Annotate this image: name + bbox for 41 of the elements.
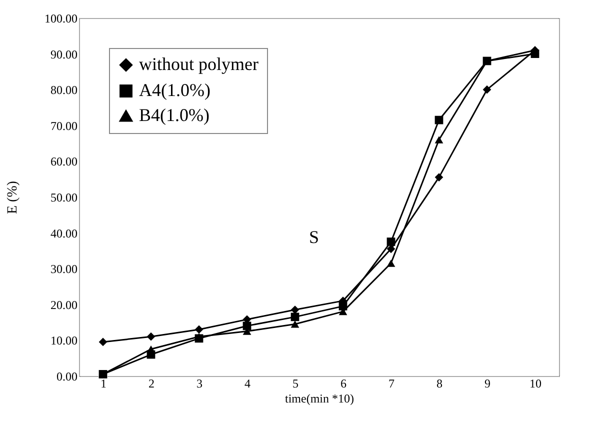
y-tick-label: 0.00	[56, 370, 78, 384]
y-tick-label: 60.00	[50, 154, 78, 169]
point	[194, 325, 204, 334]
point	[290, 312, 300, 322]
legend-label: without polymer	[139, 54, 258, 74]
legend-label: B4(1.0%)	[139, 105, 210, 125]
point	[386, 238, 396, 246]
x-tick-label: 9	[484, 376, 490, 390]
point	[434, 116, 444, 124]
point	[338, 302, 348, 310]
x-axis-title: time(min *10)	[285, 392, 354, 406]
point	[242, 322, 252, 330]
x-tick-label: 5	[292, 376, 298, 390]
point	[386, 244, 396, 254]
x-tick-label: 8	[436, 376, 442, 390]
y-tick-label: 90.00	[50, 47, 78, 62]
x-tick-label: 10	[530, 376, 542, 390]
legend-label: A4(1.0%)	[139, 80, 210, 100]
annotation: S	[308, 227, 320, 247]
point	[434, 136, 444, 144]
x-tick-label: 3	[196, 376, 202, 390]
y-tick-label: 40.00	[50, 226, 78, 240]
y-tick-label: 70.00	[50, 118, 78, 133]
point	[434, 173, 444, 182]
y-tick-label: 20.00	[50, 298, 78, 312]
y-tick-label: 100.00	[44, 12, 78, 26]
y-tick-label: 50.00	[50, 190, 78, 204]
point	[146, 332, 156, 341]
point	[290, 320, 300, 328]
y-tick-label: 80.00	[50, 83, 78, 98]
point	[386, 260, 396, 267]
x-tick-label: 6	[340, 376, 346, 390]
x-tick-label: 2	[148, 376, 154, 390]
y-tick-label: 30.00	[50, 262, 78, 276]
point	[98, 338, 108, 346]
point	[482, 85, 492, 94]
x-tick-label: 7	[388, 376, 394, 390]
y-tick-label: 10.00	[50, 334, 78, 348]
x-tick-label: 4	[244, 376, 250, 390]
x-tick-label: 1	[100, 376, 106, 390]
y-axis-title: E (%)	[6, 180, 20, 214]
